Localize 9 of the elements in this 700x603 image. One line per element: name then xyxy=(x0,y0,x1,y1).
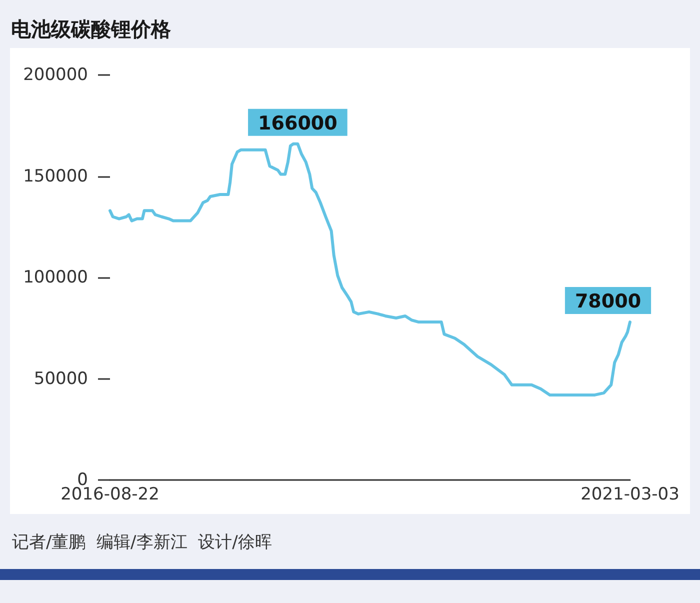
y-tick-label: 100000 xyxy=(23,268,88,288)
y-tick-label: 200000 xyxy=(23,65,88,85)
data-label: 166000 xyxy=(258,112,338,134)
text: 记者/董鹏 编辑/李新江 设计/徐晖 xyxy=(12,532,272,552)
y-tick-label: 150000 xyxy=(23,166,88,186)
y-tick-label: 50000 xyxy=(34,368,88,389)
data-label: 78000 xyxy=(574,290,642,313)
x-tick-label: 2021-03-03 xyxy=(580,484,680,504)
chart-title: 电池级碳酸锂价格 xyxy=(11,17,172,41)
